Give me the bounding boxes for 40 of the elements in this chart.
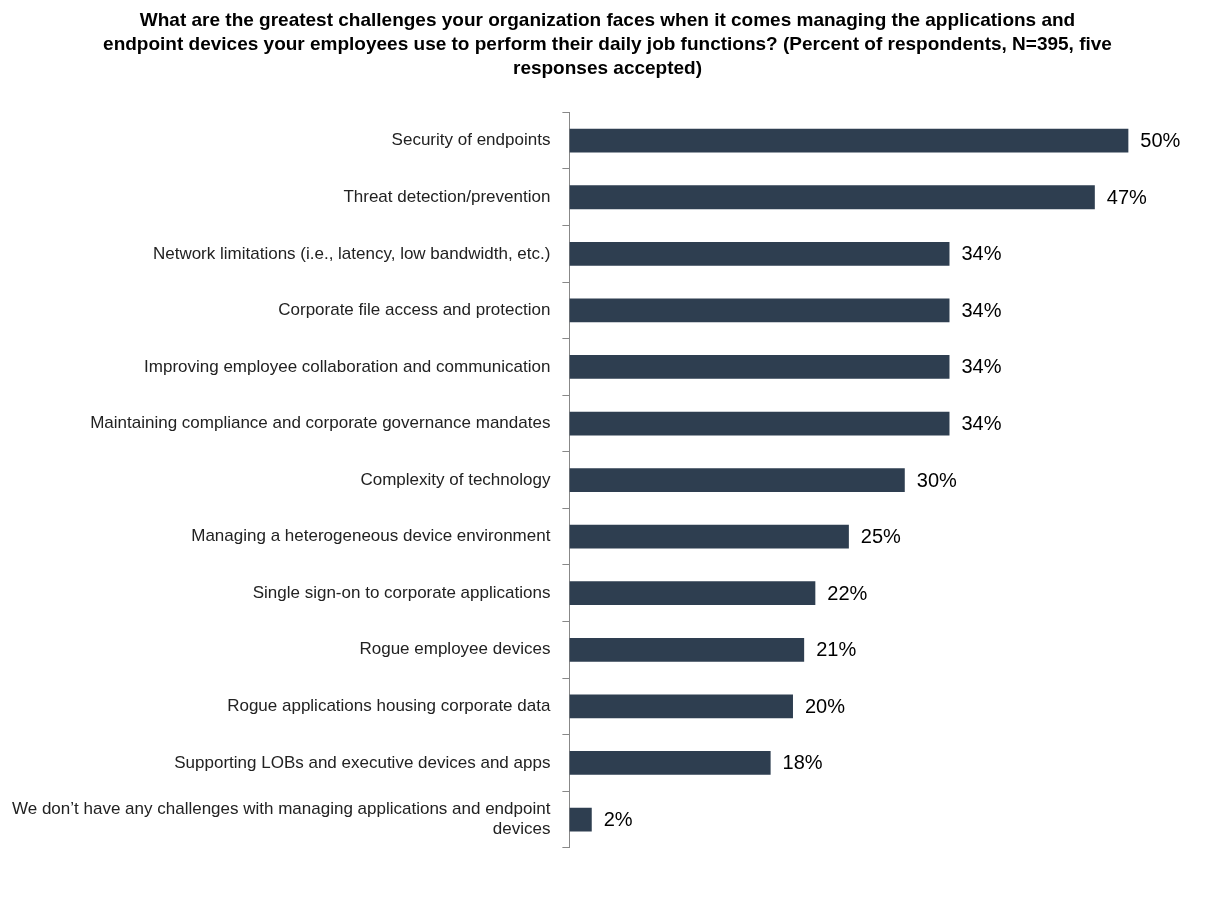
- y-tick-label: Supporting LOBs and executive devices and apps: [174, 752, 551, 772]
- bar: [569, 807, 592, 832]
- y-tick-label: Managing a heterogeneous device environment: [191, 526, 551, 546]
- data-label: 30%: [916, 468, 958, 491]
- y-tick-label: Rogue applications housing corporate data: [227, 696, 551, 716]
- data-label: 50%: [1140, 129, 1181, 152]
- y-tick-label: Security of endpoints: [391, 130, 551, 150]
- data-label: 20%: [804, 694, 846, 717]
- chart-title: What are the greatest challenges your organization faces when it comes managing the applications and endpoint devices your employees use to perform their daily job functions? (Percent of respondents, N=395, five responses accepted): [102, 8, 1113, 80]
- bar: [569, 241, 950, 266]
- data-label: 34%: [961, 412, 1002, 435]
- bar: [569, 581, 816, 606]
- bar: [569, 128, 1129, 153]
- data-label: 18%: [782, 751, 823, 774]
- bar: [569, 637, 805, 662]
- y-tick-label: Corporate file access and protection: [278, 300, 551, 320]
- data-label: 21%: [816, 638, 857, 661]
- data-label: 2%: [603, 808, 633, 831]
- y-tick-label: We don’t have any challenges with managing applications and endpoint devices: [12, 799, 551, 839]
- data-label: 34%: [961, 242, 1002, 265]
- bar: [569, 468, 905, 492]
- bar: [569, 751, 771, 775]
- data-label: 25%: [860, 525, 902, 548]
- y-tick-label: Rogue employee devices: [359, 639, 551, 659]
- y-tick-label: Complexity of technology: [360, 469, 551, 489]
- data-label: 34%: [961, 355, 1002, 378]
- bar: [569, 411, 950, 436]
- bar: [569, 524, 849, 549]
- bar: [569, 185, 1095, 210]
- y-tick-label: Maintaining compliance and corporate governance mandates: [90, 413, 551, 433]
- bar: [569, 694, 793, 719]
- data-label: 47%: [1106, 185, 1148, 208]
- y-tick-label: Threat detection/prevention: [343, 186, 551, 206]
- y-tick-label: Single sign-on to corporate applications: [252, 582, 551, 602]
- bar: [569, 355, 950, 379]
- data-label: 22%: [827, 581, 868, 604]
- y-tick-label: Network limitations (i.e., latency, low bandwidth, etc.): [152, 243, 551, 263]
- bar: [569, 298, 950, 323]
- data-label: 34%: [961, 298, 1002, 321]
- y-tick-label: Improving employee collaboration and communication: [144, 356, 551, 376]
